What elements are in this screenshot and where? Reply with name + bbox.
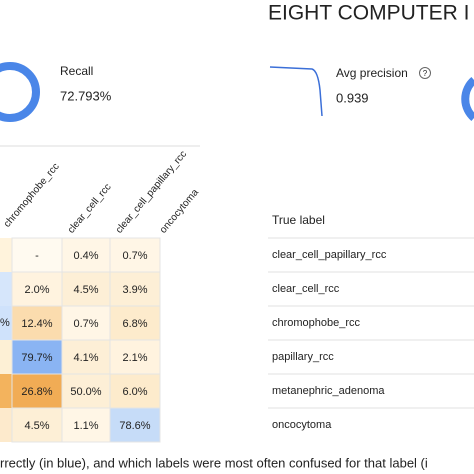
cell-text: 26.8% — [21, 386, 52, 398]
recall-value: 72.793% — [60, 88, 112, 103]
cell-text: 78.6% — [119, 420, 150, 432]
matrix-cell — [109, 237, 161, 273]
pr-curve — [269, 66, 323, 117]
cell-text: 4.1% — [73, 352, 98, 364]
cell-text: 12.4% — [21, 318, 52, 330]
matrix-cell — [61, 339, 111, 375]
help-icon-mark[interactable]: ? — [423, 69, 428, 78]
page-title: EIGHT COMPUTER I — [268, 2, 469, 25]
true-label: metanephric_adenoma — [272, 385, 385, 397]
cell-text: 6.0% — [122, 386, 147, 398]
recall-donut — [0, 62, 40, 122]
true-label: oncocytoma — [272, 419, 332, 431]
cell-text: 50.0% — [70, 386, 101, 398]
cell-text: 0.7% — [122, 250, 147, 262]
matrix-cell — [109, 271, 161, 307]
true-label-header: True label — [272, 213, 325, 227]
cell-text: 6.8% — [122, 318, 147, 330]
cell-text: 2.0% — [24, 284, 49, 296]
matrix-cell — [61, 373, 111, 409]
avg-precision-label: Avg precision — [336, 66, 408, 80]
column-header: clear_cell_rcc — [66, 182, 114, 236]
true-label: clear_cell_rcc — [272, 283, 340, 295]
partial-column — [0, 238, 12, 442]
true-label: clear_cell_papillary_rcc — [272, 249, 387, 261]
cell-text: 4.5% — [24, 420, 49, 432]
matrix-cell — [109, 373, 161, 409]
caption: rrectly (in blue), and which labels were… — [0, 455, 428, 470]
cell-text: 79.7% — [21, 352, 52, 364]
help-icon[interactable] — [419, 67, 431, 79]
column-header: oncocytoma — [158, 187, 201, 236]
cell-text: 4.5% — [73, 284, 98, 296]
cell-text: 3.9% — [122, 284, 147, 296]
true-label: chromophobe_rcc — [272, 317, 361, 329]
column-header: clear_cell_papillary_rcc — [114, 149, 189, 236]
recall-label: Recall — [60, 64, 93, 78]
cell-text: - — [35, 250, 39, 262]
matrix-cell — [109, 339, 161, 375]
true-label: papillary_rcc — [272, 351, 334, 363]
cell-text: 1.1% — [73, 420, 98, 432]
cell-text: 2.1% — [122, 352, 147, 364]
avg-precision-value: 0.939 — [336, 90, 369, 105]
precision-donut — [461, 76, 474, 122]
cell-text: 0.4% — [73, 250, 98, 262]
matrix-cell — [11, 237, 63, 273]
matrix-cell — [11, 271, 63, 307]
matrix-cell — [109, 305, 161, 341]
cell-text: % — [0, 317, 10, 329]
matrix-cell — [109, 407, 161, 443]
column-header: chromophobe_rcc — [2, 161, 62, 229]
cell-text: 0.7% — [73, 318, 98, 330]
matrix-cell — [11, 339, 63, 375]
